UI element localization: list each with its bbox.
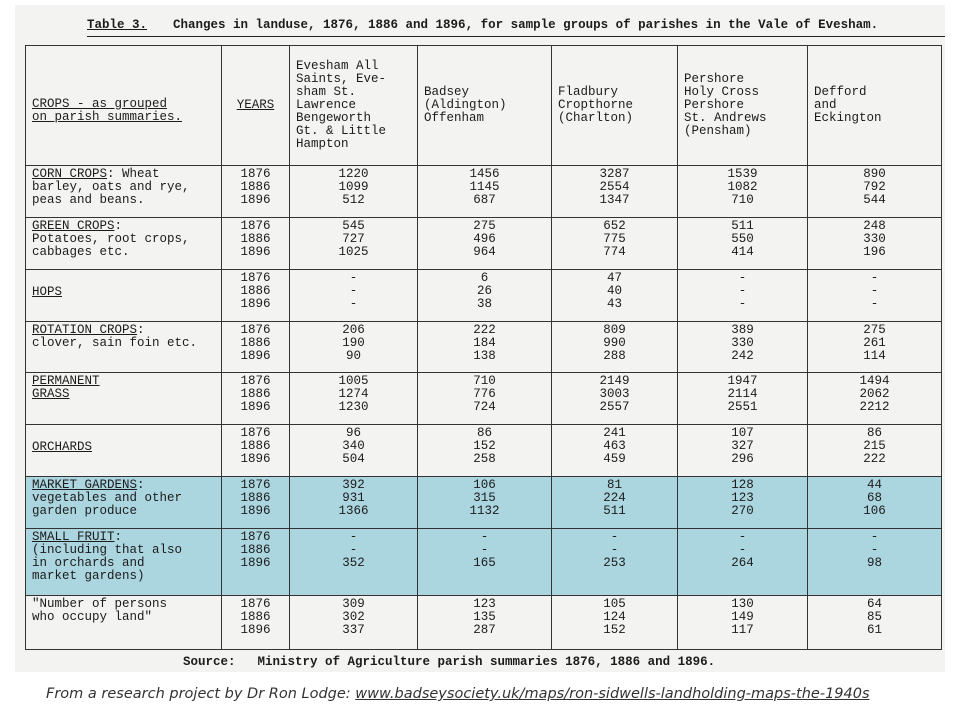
- source-note: Source: Ministry of Agriculture parish su…: [183, 655, 715, 669]
- value-cell: 511 550 414: [677, 216, 808, 270]
- value-cell: 107 327 296: [677, 424, 808, 478]
- years-cell: 1876 1886 1896: [221, 476, 290, 529]
- value-cell: 275 496 964: [417, 216, 552, 270]
- value-cell: 96 340 504: [289, 424, 418, 478]
- years-cell: 1876 1886 1896: [221, 320, 290, 374]
- value-cell: 1494 2062 2212: [807, 372, 942, 426]
- value-cell: - - -: [289, 268, 418, 322]
- value-cell: 710 776 724: [417, 372, 552, 426]
- crop-cell: ROTATION CROPS: clover, sain foin etc.: [25, 320, 222, 374]
- caption: From a research project by Dr Ron Lodge:…: [46, 686, 946, 702]
- table-row-green-crops: GREEN CROPS: Potatoes, root crops, cabba…: [25, 216, 942, 270]
- years-cell: 1876 1886 1896: [221, 372, 290, 426]
- table-row-hops: HOPS 1876 1886 1896 - - - 6 26 38 47 40 …: [25, 268, 942, 322]
- value-cell: 248 330 196: [807, 216, 942, 270]
- crop-cell: GREEN CROPS: Potatoes, root crops, cabba…: [25, 216, 222, 270]
- value-cell: 86 152 258: [417, 424, 552, 478]
- crop-cell: CORN CROPS: Wheat barley, oats and rye, …: [25, 165, 222, 218]
- value-cell: 86 215 222: [807, 424, 942, 478]
- parish-header-evesham: Evesham All Saints, Eve- sham St. Lawren…: [289, 45, 418, 166]
- value-cell: - - -: [807, 268, 942, 322]
- crop-cell: MARKET GARDENS: vegetables and other gar…: [25, 476, 222, 529]
- table-title: Table 3. Changes in landuse, 1876, 1886 a…: [87, 18, 945, 32]
- table-row-orchards: ORCHARDS 1876 1886 1896 96 340 504 86 15…: [25, 424, 942, 478]
- value-cell: 105 124 152: [551, 595, 678, 650]
- table-row-market-gardens: MARKET GARDENS: vegetables and other gar…: [25, 476, 942, 529]
- value-cell: 392 931 1366: [289, 476, 418, 529]
- years-cell: 1876 1886 1896: [221, 165, 290, 218]
- value-cell: - - 264: [677, 527, 808, 597]
- value-cell: 1220 1099 512: [289, 165, 418, 218]
- value-cell: 2149 3003 2557: [551, 372, 678, 426]
- parish-header-defford: Defford and Eckington: [807, 45, 942, 166]
- table-title-text: Changes in landuse, 1876, 1886 and 1896,…: [173, 18, 879, 32]
- table-row-persons: "Number of persons who occupy land" 1876…: [25, 595, 942, 650]
- value-cell: 309 302 337: [289, 595, 418, 650]
- source-text: Ministry of Agriculture parish summaries…: [257, 655, 716, 669]
- value-cell: 652 775 774: [551, 216, 678, 270]
- years-cell: 1876 1886 1896: [221, 424, 290, 478]
- title-underline: [87, 36, 945, 37]
- crops-header: CROPS - as grouped on parish summaries.: [25, 45, 222, 166]
- years-header: YEARS: [221, 45, 290, 166]
- value-cell: 1539 1082 710: [677, 165, 808, 218]
- table-number: Table 3.: [87, 18, 148, 32]
- value-cell: 545 727 1025: [289, 216, 418, 270]
- table-row-corn-crops: CORN CROPS: Wheat barley, oats and rye, …: [25, 165, 942, 218]
- crop-cell: HOPS: [25, 268, 222, 322]
- caption-prefix: From a research project by Dr Ron Lodge:: [46, 686, 356, 702]
- crop-cell: SMALL FRUIT: (including that also in orc…: [25, 527, 222, 597]
- document-scan: Table 3. Changes in landuse, 1876, 1886 a…: [15, 5, 945, 672]
- parish-header-badsey: Badsey (Aldington) Offenham: [417, 45, 552, 166]
- value-cell: - - -: [677, 268, 808, 322]
- value-cell: 809 990 288: [551, 320, 678, 374]
- parish-header-pershore: Pershore Holy Cross Pershore St. Andrews…: [677, 45, 808, 166]
- value-cell: 241 463 459: [551, 424, 678, 478]
- years-cell: 1876 1886 1896: [221, 527, 290, 597]
- value-cell: 1947 2114 2551: [677, 372, 808, 426]
- years-cell: 1876 1886 1896: [221, 268, 290, 322]
- value-cell: 81 224 511: [551, 476, 678, 529]
- landuse-table: CROPS - as grouped on parish summaries. …: [25, 45, 942, 650]
- value-cell: 6 26 38: [417, 268, 552, 322]
- value-cell: 106 315 1132: [417, 476, 552, 529]
- header-row: CROPS - as grouped on parish summaries. …: [25, 45, 942, 166]
- table-row-permanent-grass: PERMANENT GRASS 1876 1886 1896 1005 1274…: [25, 372, 942, 426]
- value-cell: 275 261 114: [807, 320, 942, 374]
- value-cell: 1005 1274 1230: [289, 372, 418, 426]
- value-cell: - - 165: [417, 527, 552, 597]
- table-row-rotation-crops: ROTATION CROPS: clover, sain foin etc. 1…: [25, 320, 942, 374]
- table-row-small-fruit: SMALL FRUIT: (including that also in orc…: [25, 527, 942, 597]
- value-cell: - - 253: [551, 527, 678, 597]
- value-cell: - - 352: [289, 527, 418, 597]
- crop-cell: PERMANENT GRASS: [25, 372, 222, 426]
- years-cell: 1876 1886 1896: [221, 595, 290, 650]
- value-cell: 389 330 242: [677, 320, 808, 374]
- value-cell: 128 123 270: [677, 476, 808, 529]
- value-cell: 47 40 43: [551, 268, 678, 322]
- crop-cell: "Number of persons who occupy land": [25, 595, 222, 650]
- value-cell: 64 85 61: [807, 595, 942, 650]
- value-cell: 44 68 106: [807, 476, 942, 529]
- value-cell: 890 792 544: [807, 165, 942, 218]
- value-cell: 206 190 90: [289, 320, 418, 374]
- value-cell: - - 98: [807, 527, 942, 597]
- value-cell: 130 149 117: [677, 595, 808, 650]
- value-cell: 222 184 138: [417, 320, 552, 374]
- parish-header-fladbury: Fladbury Cropthorne (Charlton): [551, 45, 678, 166]
- caption-link[interactable]: www.badseysociety.uk/maps/ron-sidwells-l…: [355, 686, 870, 702]
- years-cell: 1876 1886 1896: [221, 216, 290, 270]
- value-cell: 123 135 287: [417, 595, 552, 650]
- value-cell: 1456 1145 687: [417, 165, 552, 218]
- crop-cell: ORCHARDS: [25, 424, 222, 478]
- source-label: Source:: [183, 655, 236, 669]
- value-cell: 3287 2554 1347: [551, 165, 678, 218]
